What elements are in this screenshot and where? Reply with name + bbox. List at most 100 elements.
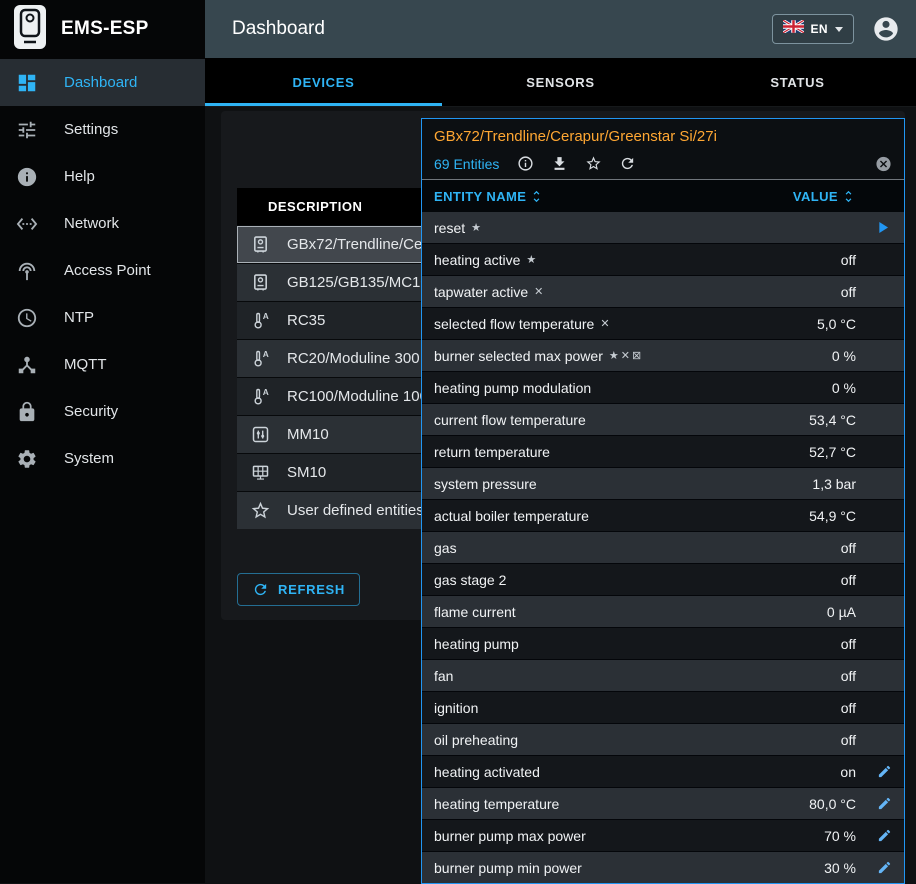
entity-row[interactable]: gas stage 2 off [422,564,904,596]
ems-esp-logo [13,4,47,55]
entity-row[interactable]: burner pump max power 70 % [422,820,904,852]
entity-name: flame current [434,603,516,620]
entity-row[interactable]: oil preheating off [422,724,904,756]
svg-text:A: A [263,349,269,359]
entity-row[interactable]: gas off [422,532,904,564]
wifi-tethering-icon [16,260,38,282]
entity-value: 5,0 °C [816,315,856,332]
description-column-header: DESCRIPTION [268,199,363,214]
edit-icon[interactable] [877,796,892,811]
info-icon[interactable] [517,155,534,172]
tab-label: STATUS [770,74,825,90]
info-icon [16,166,38,188]
sidebar-item-settings[interactable]: Settings [0,106,205,153]
entity-value: off [840,251,856,268]
sidebar-item-dashboard[interactable]: Dashboard [0,59,205,106]
device-name: RC100/Moduline 100 [287,388,428,405]
refresh-icon[interactable] [619,155,636,172]
entity-name-column-header: ENTITY NAME [434,188,527,204]
sidebar-item-network[interactable]: Network [0,200,205,247]
entity-row[interactable]: heating temperature 80,0 °C [422,788,904,820]
dashboard-icon [16,72,38,94]
entity-table-header: ENTITY NAME VALUE [422,179,904,212]
entity-value: off [840,539,856,556]
account-icon[interactable] [872,15,900,43]
boiler-icon [250,234,271,255]
edit-icon[interactable] [877,860,892,875]
edit-icon[interactable] [877,828,892,843]
page-title: Dashboard [232,18,325,39]
entity-row[interactable]: flame current 0 µA [422,596,904,628]
sidebar-item-ntp[interactable]: NTP [0,294,205,341]
entity-name: ignition [434,699,479,716]
entity-row[interactable]: tapwater active ✕ off [422,276,904,308]
refresh-button[interactable]: REFRESH [237,573,361,606]
entity-value: off [840,667,856,684]
entity-name: return temperature [434,443,550,460]
refresh-icon [254,583,267,596]
entity-row[interactable]: system pressure 1,3 bar [422,468,904,500]
sidebar-item-label: MQTT [64,356,107,373]
solar-panel-icon [250,462,271,483]
entity-row[interactable]: actual boiler temperature 54,9 °C [422,500,904,532]
entity-flag-icons: ✕ [600,318,612,330]
hub-icon [16,354,38,376]
tab-bar: DEVICES SENSORS STATUS [205,58,916,107]
sidebar-nav: Dashboard Settings Help Network Access P… [0,59,205,482]
device-name: SM10 [287,464,327,481]
language-label: EN [810,22,828,36]
sidebar-item-security[interactable]: Security [0,388,205,435]
sidebar-item-access-point[interactable]: Access Point [0,247,205,294]
sidebar-item-help[interactable]: Help [0,153,205,200]
entity-row[interactable]: selected flow temperature ✕ 5,0 °C [422,308,904,340]
sidebar-item-label: NTP [64,309,94,326]
entity-row[interactable]: fan off [422,660,904,692]
entity-row[interactable]: heating pump off [422,628,904,660]
app-title: EMS-ESP [61,18,149,39]
star-outline-icon[interactable] [585,155,602,172]
language-selector-button[interactable]: EN [771,14,854,44]
entity-row[interactable]: burner selected max power ★✕⊠ 0 % [422,340,904,372]
tab-status[interactable]: STATUS [679,58,916,106]
entity-value: off [840,571,856,588]
entity-value: 1,3 bar [812,475,856,492]
entity-row[interactable]: heating active ★ off [422,244,904,276]
entities-count: 69 Entities [434,155,500,172]
gear-icon [16,448,38,470]
download-icon[interactable] [551,155,568,172]
play-icon[interactable] [873,218,892,237]
entity-value: 70 % [824,827,856,844]
entity-name: heating pump modulation [434,379,592,396]
sort-icon[interactable] [529,189,544,204]
uk-flag-icon [781,18,805,38]
tab-sensors[interactable]: SENSORS [442,58,679,106]
entity-row[interactable]: heating activated on [422,756,904,788]
tab-devices[interactable]: DEVICES [205,58,442,106]
entity-row[interactable]: current flow temperature 53,4 °C [422,404,904,436]
entity-row[interactable]: ignition off [422,692,904,724]
device-entities-panel: GBx72/Trendline/Cerapur/Greenstar Si/27i… [421,118,905,884]
entity-value: off [840,635,856,652]
entity-value: off [840,283,856,300]
entity-row[interactable]: return temperature 52,7 °C [422,436,904,468]
sidebar-item-system[interactable]: System [0,435,205,482]
entity-flag-icons: ★ [526,254,539,266]
star-outline-icon [250,500,271,521]
entity-row[interactable]: heating pump modulation 0 % [422,372,904,404]
close-icon[interactable] [875,155,892,172]
sidebar-item-label: System [64,450,115,467]
sidebar-item-mqtt[interactable]: MQTT [0,341,205,388]
entity-row[interactable]: burner pump min power 30 % [422,852,904,883]
entity-flag-icons: ★✕⊠ [608,350,644,362]
edit-icon[interactable] [877,764,892,779]
entity-row[interactable]: reset ★ [422,212,904,244]
thermostat-icon: A [250,348,271,369]
entity-value: 30 % [824,859,856,876]
tune-icon [16,119,38,141]
sort-icon[interactable] [841,189,856,204]
entity-value: 52,7 °C [809,443,856,460]
sidebar-item-label: Help [64,168,95,185]
entity-name: current flow temperature [434,411,586,428]
boiler-icon [250,272,271,293]
entity-name: fan [434,667,454,684]
